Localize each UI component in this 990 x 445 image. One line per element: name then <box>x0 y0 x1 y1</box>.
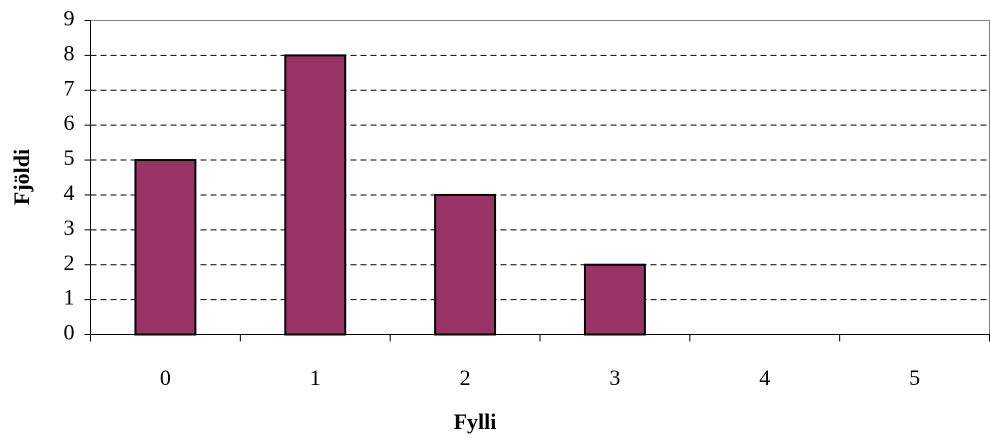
y-tick-label: 0 <box>64 320 75 345</box>
x-axis-label: Fylli <box>454 409 497 434</box>
y-tick-label: 6 <box>64 110 75 135</box>
y-tick-label: 4 <box>64 180 75 205</box>
y-tick-label: 8 <box>64 40 75 65</box>
x-tick-label: 4 <box>759 365 770 390</box>
y-tick-label: 9 <box>64 6 75 31</box>
x-tick-label: 1 <box>310 365 321 390</box>
bar <box>434 193 497 336</box>
y-tick-label: 2 <box>64 250 75 275</box>
bar <box>134 159 197 336</box>
y-tick-label: 5 <box>64 145 75 170</box>
x-tick-label: 3 <box>609 365 620 390</box>
bar <box>284 54 347 336</box>
y-tick-label: 3 <box>64 215 75 240</box>
x-tick-label: 0 <box>160 365 171 390</box>
y-tick-label: 1 <box>64 285 75 310</box>
x-tick-label: 2 <box>460 365 471 390</box>
y-tick-label: 7 <box>64 75 75 100</box>
bar <box>583 263 646 336</box>
y-axis-label: Fjöldi <box>9 149 34 205</box>
x-tick-label: 5 <box>909 365 920 390</box>
